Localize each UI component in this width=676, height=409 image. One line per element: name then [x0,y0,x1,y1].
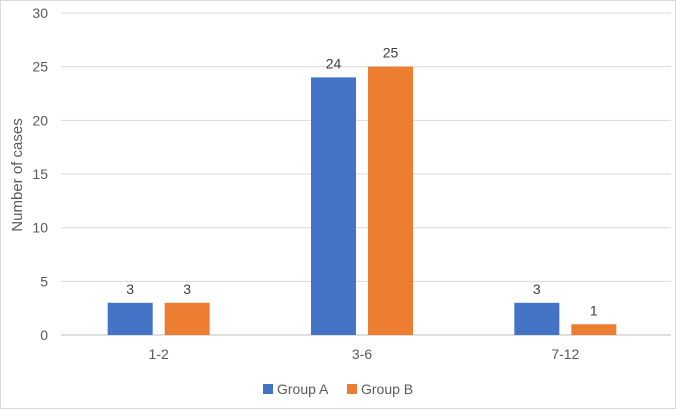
data-label: 3 [533,281,541,297]
y-tick-label: 20 [32,112,48,128]
x-tick-label: 7-12 [551,346,579,362]
bar-group-a-3-6 [311,77,356,336]
bar-group-a-7-12 [514,302,560,335]
y-tick-label: 15 [32,166,48,182]
data-label: 3 [183,281,191,297]
data-label: 3 [126,281,134,297]
legend-label: Group B [361,381,413,397]
bar-group-b-3-6 [368,66,413,336]
y-tick-label: 25 [32,59,48,75]
gridlines [61,12,671,336]
legend-item-group-b: Group B [347,381,413,397]
bar-group-a-1-2 [107,302,153,335]
data-label: 1 [590,302,598,318]
y-tick-label: 30 [32,5,48,21]
bar-group-b-7-12 [571,324,617,335]
legend: Group A Group B [263,381,413,397]
x-tick-labels: 1-2 3-6 7-12 [149,346,580,362]
y-tick-label: 5 [40,273,48,289]
bars [107,66,617,336]
x-tick-label: 1-2 [149,346,169,362]
legend-label: Group A [277,381,329,397]
y-tick-label: 0 [40,327,48,343]
y-tick-labels: 0 5 10 15 20 25 30 [32,5,48,343]
data-label: 24 [326,55,342,71]
y-axis-label: Number of cases [9,118,26,231]
legend-swatch [263,384,273,394]
x-tick-label: 3-6 [352,346,372,362]
legend-item-group-a: Group A [263,381,329,397]
legend-swatch [347,384,357,394]
data-label: 25 [383,45,399,61]
data-labels: 3 3 24 25 3 1 [126,45,598,319]
y-tick-label: 10 [32,220,48,236]
bar-group-b-1-2 [164,302,210,335]
